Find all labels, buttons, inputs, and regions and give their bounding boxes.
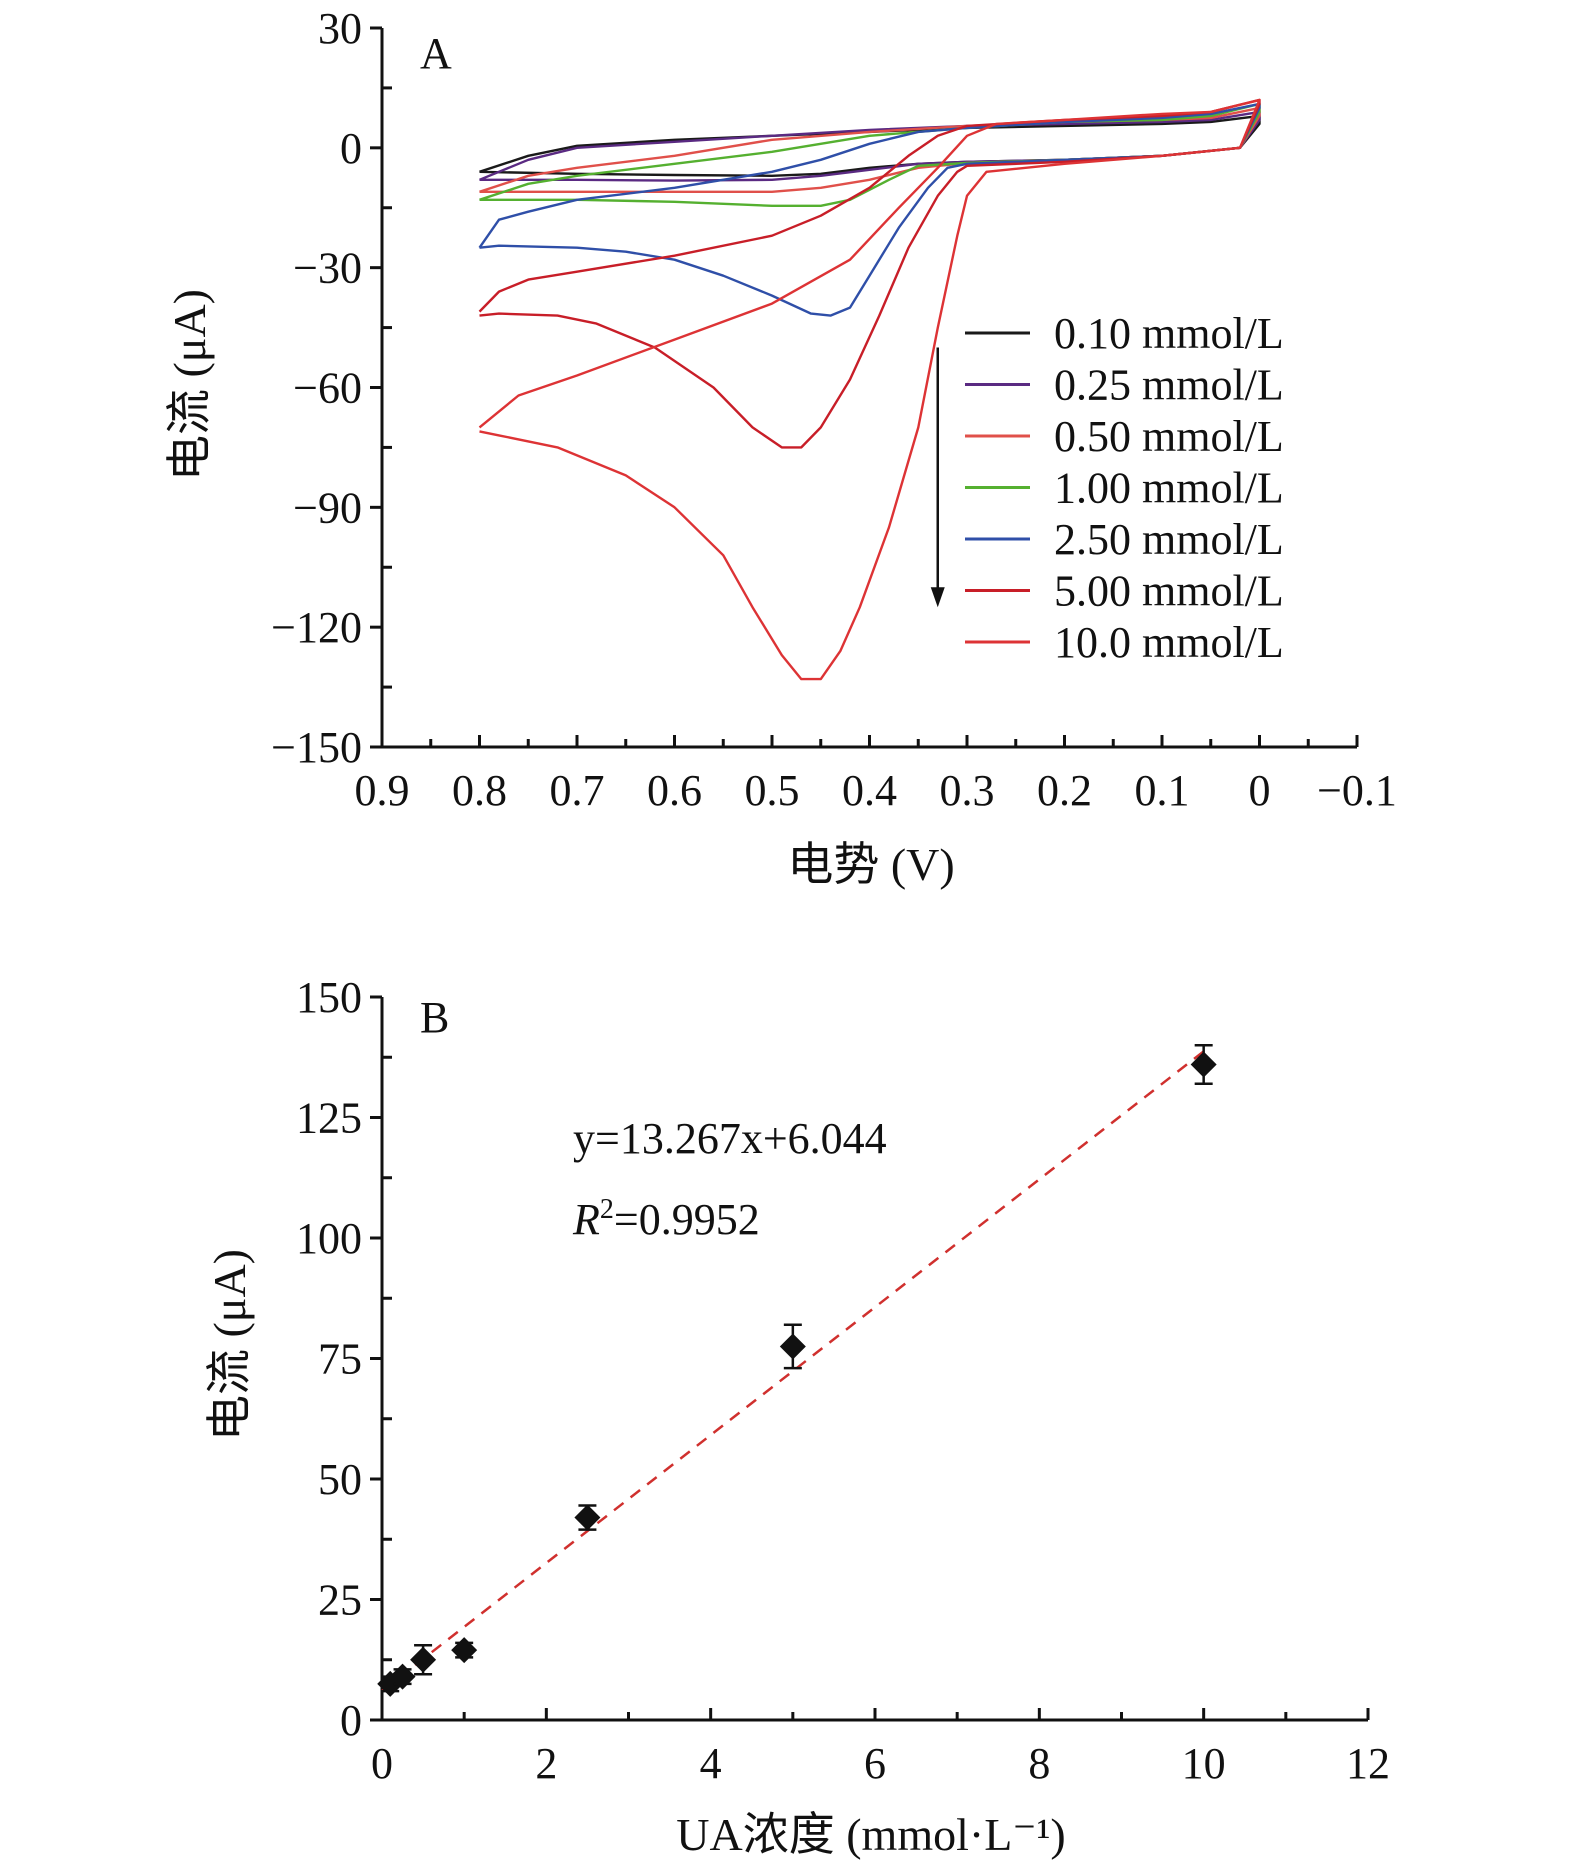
r2-value: =0.9952 [614, 1195, 760, 1244]
fit-equation: y=13.267x+6.044 [573, 1114, 887, 1163]
panel-b-y-axis-title: 电流 (μA) [204, 1249, 255, 1441]
panel-a-x-tick-label: 0.4 [842, 766, 897, 815]
panel-a-y-tick-label: 0 [340, 124, 362, 173]
panel-a-letter: A [420, 29, 452, 78]
panel-b-y-tick-label: 0 [340, 1696, 362, 1745]
panel-a-x-tick-label: 0.5 [745, 766, 800, 815]
panel-b-y-tick-label: 125 [296, 1094, 362, 1143]
legend-label-5: 2.50 mmol/L [1054, 515, 1284, 564]
r2-letter: R [572, 1195, 600, 1244]
panel-a-y-tick-label: −90 [293, 483, 362, 532]
panel-b-x-tick-label: 2 [535, 1739, 557, 1788]
data-point-5 [574, 1504, 601, 1531]
legend-label-3: 0.50 mmol/L [1054, 412, 1284, 461]
panel-a-x-tick-label: 0.9 [355, 766, 410, 815]
panel-a-y-tick-label: −150 [271, 723, 362, 772]
panel-a-x-tick-label: 0.7 [550, 766, 605, 815]
panel-a-y-tick-label: −120 [271, 603, 362, 652]
data-point-6 [779, 1333, 806, 1360]
panel-b-x-tick-label: 4 [700, 1739, 722, 1788]
panel-b-x-tick-label: 10 [1182, 1739, 1226, 1788]
panel-b-x-tick-label: 6 [864, 1739, 886, 1788]
panel-b-x-tick-label: 0 [371, 1739, 393, 1788]
r2-superscript: 2 [600, 1194, 614, 1225]
legend-label-2: 0.25 mmol/L [1054, 361, 1284, 410]
panel-a-x-tick-label: 0.8 [452, 766, 507, 815]
panel-a-series-group [478, 98, 1261, 681]
panel-b-y-tick-label: 150 [296, 973, 362, 1022]
panel-b-axes: 0 25 50 75 100 125 150 0 2 4 6 8 10 12 [296, 973, 1390, 1788]
panel-b-x-tick-label: 8 [1028, 1739, 1050, 1788]
trend-arrow-head [930, 587, 945, 608]
panel-a-y-tick-label: −60 [293, 364, 362, 413]
panel-a-x-axis-title: 电势 (V) [787, 839, 954, 890]
panel-b-fit [381, 1050, 1205, 1692]
legend-label-1: 0.10 mmol/L [1054, 309, 1284, 358]
cv-curve-3 [479, 106, 1261, 193]
legend-label-6: 5.00 mmol/L [1054, 567, 1284, 616]
panel-a-x-tick-label: 0.2 [1037, 766, 1092, 815]
cv-curve-7 [478, 98, 1261, 681]
panel-b-x-axis-title: UA浓度 (mmol·L⁻¹) [676, 1809, 1065, 1860]
panel-b-y-tick-label: 75 [318, 1335, 362, 1384]
panel-a-x-tick-label: −0.1 [1317, 766, 1397, 815]
panel-a-x-tick-label: 0.6 [647, 766, 702, 815]
fit-line [381, 1050, 1205, 1692]
data-point-7 [1190, 1051, 1217, 1078]
panel-b-y-tick-label: 25 [318, 1576, 362, 1625]
legend-label-7: 10.0 mmol/L [1054, 618, 1284, 667]
panel-a-x-tick-label: 0.1 [1135, 766, 1190, 815]
data-point-4 [451, 1637, 478, 1664]
data-point-2 [389, 1663, 416, 1690]
panel-b-y-tick-label: 50 [318, 1455, 362, 1504]
panel-a-y-tick-label: 30 [318, 4, 362, 53]
data-point-3 [410, 1646, 437, 1673]
panel-a-x-tick-label: 0.3 [940, 766, 995, 815]
panel-a-legend: 0.10 mmol/L0.25 mmol/L0.50 mmol/L1.00 mm… [965, 309, 1284, 667]
panel-b-y-tick-label: 100 [296, 1214, 362, 1263]
panel-b-letter: B [420, 993, 449, 1042]
cv-curve-2 [479, 110, 1261, 182]
fit-r-squared: R2=0.9952 [572, 1194, 760, 1244]
panel-b-x-tick-label: 12 [1346, 1739, 1390, 1788]
panel-a-x-tick-label: 0 [1249, 766, 1271, 815]
panel-a-y-axis-title: 电流 (μA) [164, 289, 215, 481]
panel-b-points-group [377, 1043, 1217, 1697]
panel-b-chart: 0 25 50 75 100 125 150 0 2 4 6 8 10 12 B y=13.267x+6.… [204, 973, 1390, 1860]
panel-a-y-tick-label: −30 [293, 244, 362, 293]
legend-label-4: 1.00 mmol/L [1054, 464, 1284, 513]
